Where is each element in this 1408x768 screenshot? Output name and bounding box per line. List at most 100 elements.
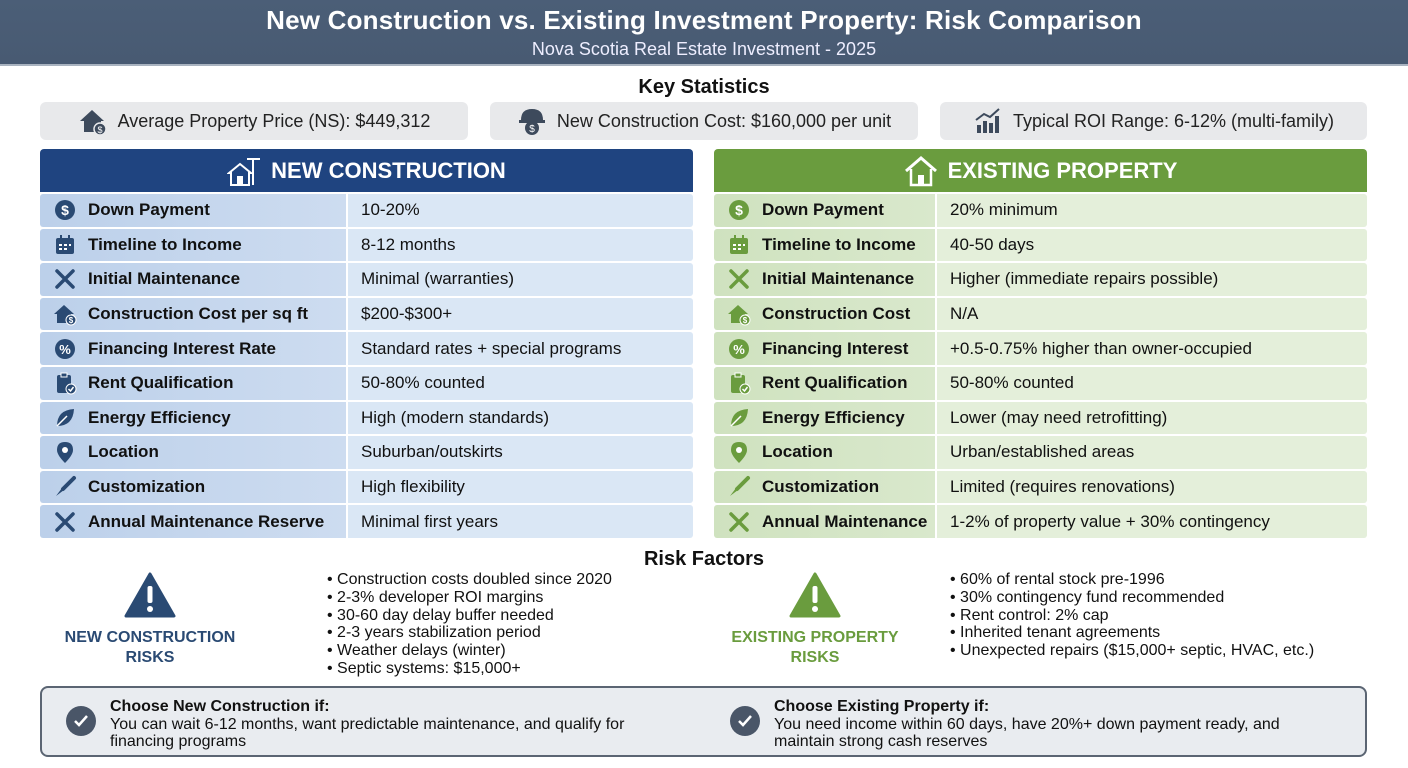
table-row: % Financing Interest +0.5-0.75% higher tha… bbox=[714, 332, 1367, 365]
row-value-cell: 10-20% bbox=[348, 194, 693, 227]
row-value-cell: Standard rates + special programs bbox=[348, 332, 693, 365]
row-label: Down Payment bbox=[762, 200, 884, 220]
row-value: N/A bbox=[950, 304, 979, 324]
dollar-icon: $ bbox=[726, 197, 752, 223]
row-label: Customization bbox=[88, 477, 206, 497]
table-row: Initial Maintenance Higher (immediate rep… bbox=[714, 263, 1367, 296]
table-row: Annual Maintenance 1-2% of property value… bbox=[714, 505, 1367, 538]
row-value: Minimal (warranties) bbox=[361, 269, 515, 289]
risk-item: 30-60 day delay buffer needed bbox=[327, 607, 612, 625]
row-label-cell: Timeline to Income bbox=[714, 228, 935, 262]
row-label: Energy Efficiency bbox=[88, 407, 231, 427]
table-row: Energy Efficiency Lower (may need retrofi… bbox=[714, 401, 1367, 435]
row-value: 8-12 months bbox=[361, 234, 456, 254]
svg-text:$: $ bbox=[529, 124, 535, 135]
label-line: NEW CONSTRUCTION bbox=[64, 629, 236, 646]
row-label-cell: Location bbox=[714, 436, 935, 469]
page-title: New Construction vs. Existing Investment… bbox=[266, 5, 1142, 35]
row-value-cell: High (modern standards) bbox=[348, 401, 693, 435]
row-label-cell: Rent Qualification bbox=[40, 366, 346, 400]
table-row: Energy Efficiency High (modern standards) bbox=[40, 401, 693, 435]
new-construction-risks-label: NEW CONSTRUCTION RISKS bbox=[40, 628, 260, 668]
existing-property-risk-list: 60% of rental stock pre-199630% continge… bbox=[950, 571, 1314, 660]
construction-house-icon bbox=[227, 157, 261, 186]
row-label: Construction Cost bbox=[762, 304, 911, 324]
table-row: $ Down Payment 20% minimum bbox=[714, 194, 1367, 227]
row-value: 1-2% of property value + 30% contingency bbox=[950, 511, 1270, 531]
risk-item: Weather delays (winter) bbox=[327, 642, 612, 660]
table-row: Timeline to Income 40-50 days bbox=[714, 228, 1367, 262]
svg-text:%: % bbox=[59, 342, 71, 357]
recommendation-box: Choose New Construction if: You can wait … bbox=[40, 686, 1367, 757]
table-row: Timeline to Income 8-12 months bbox=[40, 228, 693, 262]
row-value: +0.5-0.75% higher than owner-occupied bbox=[950, 338, 1252, 358]
row-label: Rent Qualification bbox=[88, 373, 234, 393]
row-label-cell: Rent Qualification bbox=[714, 366, 935, 400]
risk-item: Construction costs doubled since 2020 bbox=[327, 571, 612, 589]
row-label: Financing Interest bbox=[762, 338, 909, 358]
svg-text:$: $ bbox=[743, 316, 748, 325]
recommendation-text: You need income within 60 days, have 20%… bbox=[774, 715, 1280, 751]
row-label: Annual Maintenance bbox=[762, 511, 928, 531]
table-row: $ Down Payment 10-20% bbox=[40, 194, 693, 227]
row-label: Initial Maintenance bbox=[88, 269, 241, 289]
label-line: RISKS bbox=[125, 649, 175, 666]
house-dollar-icon: $ bbox=[79, 110, 107, 136]
row-label-cell: % Financing Interest bbox=[714, 332, 935, 365]
row-value-cell: Urban/established areas bbox=[937, 436, 1367, 469]
row-value-cell: N/A bbox=[937, 297, 1367, 331]
risk-item: Inherited tenant agreements bbox=[950, 624, 1314, 642]
table-row: $ Construction Cost per sq ft $200-$300+ bbox=[40, 297, 693, 331]
row-value-cell: 8-12 months bbox=[348, 228, 693, 262]
warning-icon bbox=[124, 572, 176, 618]
stat-roi-range: Typical ROI Range: 6-12% (multi-family) bbox=[940, 102, 1367, 140]
leaf-icon bbox=[726, 405, 752, 431]
risk-item: 30% contingency fund recommended bbox=[950, 589, 1314, 607]
risk-item: Rent control: 2% cap bbox=[950, 607, 1314, 625]
stat-text: Average Property Price (NS): $449,312 bbox=[117, 110, 431, 131]
existing-property-risks-label: EXISTING PROPERTY RISKS bbox=[705, 628, 925, 668]
table-row: % Financing Interest Rate Standard rates +… bbox=[40, 332, 693, 365]
tools-icon bbox=[726, 509, 752, 535]
risk-item: Unexpected repairs ($15,000+ septic, HVA… bbox=[950, 642, 1314, 660]
row-label: Location bbox=[762, 442, 833, 462]
row-label: Energy Efficiency bbox=[762, 407, 905, 427]
row-value: $200-$300+ bbox=[361, 304, 453, 324]
new-construction-header: NEW CONSTRUCTION bbox=[40, 149, 693, 192]
row-value: Standard rates + special programs bbox=[361, 338, 622, 358]
row-label-cell: Annual Maintenance Reserve bbox=[40, 505, 346, 538]
tools-icon bbox=[726, 266, 752, 292]
row-label-cell: Annual Maintenance bbox=[714, 505, 935, 538]
percent-icon: % bbox=[52, 336, 78, 362]
row-value: 50-80% counted bbox=[361, 373, 485, 393]
row-label-cell: Customization bbox=[40, 470, 346, 504]
row-label: Initial Maintenance bbox=[762, 269, 915, 289]
key-stats-title: Key Statistics bbox=[638, 76, 770, 98]
risk-item: 60% of rental stock pre-1996 bbox=[950, 571, 1314, 589]
check-circle-icon bbox=[66, 706, 96, 736]
calendar-icon bbox=[52, 232, 78, 258]
row-value: 50-80% counted bbox=[950, 373, 1074, 393]
location-pin-icon bbox=[726, 439, 752, 465]
table-row: Customization High flexibility bbox=[40, 470, 693, 504]
row-value: 10-20% bbox=[361, 200, 420, 220]
tools-icon bbox=[52, 509, 78, 535]
row-value: Lower (may need retrofitting) bbox=[950, 407, 1168, 427]
row-value-cell: 50-80% counted bbox=[937, 366, 1367, 400]
row-label-cell: Location bbox=[40, 436, 346, 469]
recommendation-existing: Choose Existing Property if: You need inc… bbox=[730, 698, 1330, 751]
svg-text:$: $ bbox=[69, 316, 74, 325]
location-pin-icon bbox=[52, 439, 78, 465]
row-value: Limited (requires renovations) bbox=[950, 477, 1175, 497]
row-value-cell: 50-80% counted bbox=[348, 366, 693, 400]
row-label-cell: Customization bbox=[714, 470, 935, 504]
row-value-cell: Minimal (warranties) bbox=[348, 263, 693, 296]
recommendation-new: Choose New Construction if: You can wait … bbox=[66, 698, 666, 751]
row-value-cell: Higher (immediate repairs possible) bbox=[937, 263, 1367, 296]
row-value-cell: Lower (may need retrofitting) bbox=[937, 401, 1367, 435]
table-row: Annual Maintenance Reserve Minimal first … bbox=[40, 505, 693, 538]
label-line: RISKS bbox=[790, 649, 840, 666]
svg-text:%: % bbox=[733, 342, 745, 357]
row-value: Urban/established areas bbox=[950, 442, 1135, 462]
row-label-cell: Initial Maintenance bbox=[40, 263, 346, 296]
